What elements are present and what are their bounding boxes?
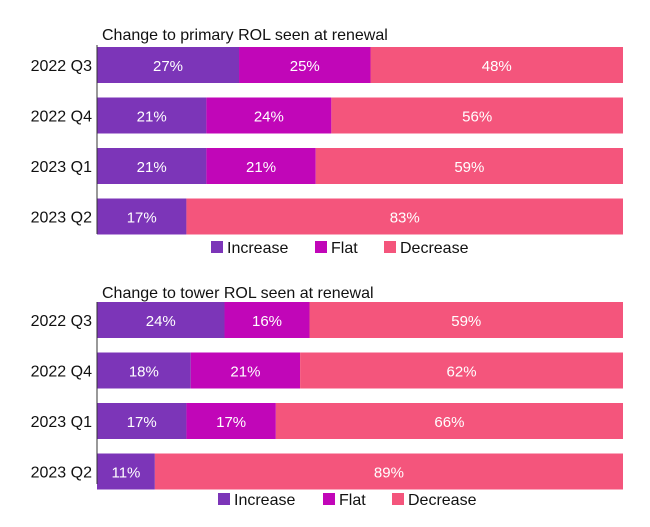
data-label-flat: 25% bbox=[290, 58, 320, 75]
data-label-increase: 24% bbox=[146, 313, 176, 330]
category-label: 2023 Q1 bbox=[31, 159, 92, 176]
data-label-decrease: 83% bbox=[390, 210, 420, 227]
category-label: 2023 Q2 bbox=[31, 465, 92, 482]
bar-segment-increase bbox=[97, 352, 191, 389]
legend-label-increase: Increase bbox=[227, 240, 288, 257]
data-label-increase: 17% bbox=[127, 414, 157, 431]
legend-label-increase: Increase bbox=[234, 492, 295, 509]
data-label-decrease: 59% bbox=[454, 159, 484, 176]
bar-segment-increase bbox=[97, 403, 187, 439]
legend-swatch-increase bbox=[211, 241, 223, 253]
bar-segment-decrease bbox=[315, 148, 623, 184]
category-label: 2022 Q4 bbox=[31, 109, 92, 126]
data-label-flat: 24% bbox=[254, 109, 284, 126]
legend-swatch-increase bbox=[218, 493, 230, 505]
bar-segment-flat bbox=[190, 352, 301, 389]
chart-title: Change to primary ROL seen at renewal bbox=[102, 27, 388, 44]
category-label: 2022 Q3 bbox=[31, 313, 92, 330]
legend-swatch-flat bbox=[315, 241, 327, 253]
category-label: 2022 Q4 bbox=[31, 364, 92, 381]
bar-segment-increase bbox=[97, 47, 240, 83]
data-label-increase: 21% bbox=[137, 109, 167, 126]
data-label-decrease: 48% bbox=[482, 58, 512, 75]
legend-swatch-decrease bbox=[392, 493, 404, 505]
legend-label-decrease: Decrease bbox=[408, 492, 477, 509]
bar-segment-decrease bbox=[331, 97, 623, 134]
data-label-flat: 16% bbox=[252, 313, 282, 330]
data-label-increase: 11% bbox=[111, 465, 140, 482]
bar-segment-decrease bbox=[300, 352, 623, 389]
bar-segment-flat bbox=[186, 403, 276, 439]
bar-segment-flat bbox=[206, 148, 316, 184]
data-label-decrease: 59% bbox=[451, 313, 481, 330]
category-label: 2022 Q3 bbox=[31, 58, 92, 75]
data-label-flat: 21% bbox=[230, 364, 260, 381]
bar-segment-decrease bbox=[309, 302, 623, 338]
data-label-increase: 27% bbox=[153, 58, 183, 75]
data-label-increase: 17% bbox=[127, 210, 157, 227]
data-label-increase: 21% bbox=[137, 159, 167, 176]
bar-segment-increase bbox=[97, 198, 187, 235]
bar-segment-decrease bbox=[370, 47, 623, 83]
data-label-flat: 21% bbox=[246, 159, 276, 176]
bar-segment-flat bbox=[239, 47, 371, 83]
data-label-decrease: 62% bbox=[447, 364, 477, 381]
category-label: 2023 Q2 bbox=[31, 210, 92, 227]
legend-swatch-decrease bbox=[384, 241, 396, 253]
category-label: 2023 Q1 bbox=[31, 414, 92, 431]
data-label-increase: 18% bbox=[129, 364, 159, 381]
bar-segment-decrease bbox=[154, 453, 624, 490]
legend-label-flat: Flat bbox=[331, 240, 358, 257]
data-label-decrease: 89% bbox=[374, 465, 404, 482]
bar-segment-decrease bbox=[186, 198, 624, 235]
bar-segment-increase bbox=[97, 97, 207, 134]
data-label-decrease: 56% bbox=[462, 109, 492, 126]
data-label-flat: 17% bbox=[216, 414, 246, 431]
legend-label-flat: Flat bbox=[339, 492, 366, 509]
bar-segment-increase bbox=[97, 148, 207, 184]
bar-segment-flat bbox=[224, 302, 310, 338]
bar-segment-flat bbox=[206, 97, 332, 134]
bar-segment-increase bbox=[97, 302, 225, 338]
legend-swatch-flat bbox=[323, 493, 335, 505]
chart-title: Change to tower ROL seen at renewal bbox=[102, 285, 374, 302]
legend-label-decrease: Decrease bbox=[400, 240, 469, 257]
bar-segment-increase bbox=[97, 453, 155, 490]
data-label-decrease: 66% bbox=[434, 414, 464, 431]
bar-segment-decrease bbox=[275, 403, 623, 439]
